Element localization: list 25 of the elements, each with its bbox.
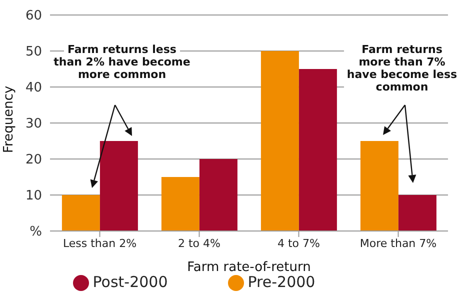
legend-label: Post-2000 bbox=[92, 273, 168, 291]
x-tick-label: 2 to 4% bbox=[178, 236, 220, 250]
bar bbox=[398, 195, 436, 231]
y-tick-label: 30 bbox=[25, 116, 42, 132]
bar bbox=[100, 141, 138, 231]
y-tick-label: 20 bbox=[25, 152, 42, 168]
legend-label: Pre-2000 bbox=[248, 273, 316, 291]
bar bbox=[360, 141, 398, 231]
y-tick-label: 50 bbox=[25, 44, 42, 60]
y-tick-label: 40 bbox=[25, 80, 42, 96]
y-tick-label: % bbox=[30, 224, 42, 240]
y-tick-label: 10 bbox=[25, 188, 42, 204]
y-axis-title: Frequency bbox=[2, 86, 17, 153]
bar bbox=[199, 159, 238, 231]
x-axis-title: Farm rate-of-return bbox=[187, 260, 311, 275]
x-tick-label: More than 7% bbox=[360, 236, 437, 250]
annotation: Farm returns less than 2% have become more common bbox=[54, 43, 190, 81]
bar bbox=[62, 195, 100, 231]
annotation: Farm returns more than 7% have become less common bbox=[346, 43, 458, 94]
x-tick-label: Less than 2% bbox=[62, 236, 137, 250]
x-tick-label: 4 to 7% bbox=[278, 236, 320, 250]
bar bbox=[260, 51, 299, 231]
bar bbox=[298, 69, 337, 231]
bar bbox=[161, 177, 200, 231]
y-tick-label: 60 bbox=[25, 8, 42, 24]
